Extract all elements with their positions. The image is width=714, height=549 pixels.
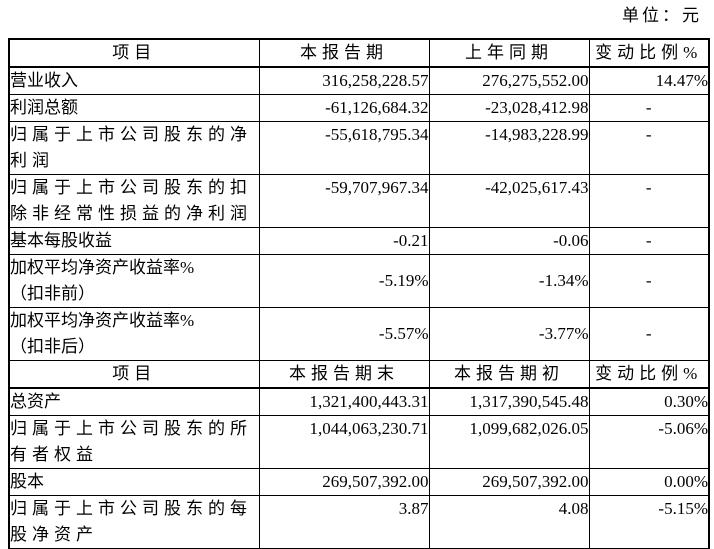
table-row-owners-equity: 归属于上市公司股东的所 有者权益 1,044,063,230.71 1,099,… xyxy=(8,415,710,469)
period-end-value: 3.87 xyxy=(258,495,430,549)
change-ratio-value: - xyxy=(588,94,710,122)
current-period-value: -61,126,684.32 xyxy=(258,94,430,122)
unit-label: 单位：元 xyxy=(622,6,702,25)
row-label: 股本 xyxy=(8,468,260,496)
current-period-value: 316,258,228.57 xyxy=(258,66,430,95)
prior-period-value: -42,025,617.43 xyxy=(428,174,590,228)
change-ratio-value: 0.30% xyxy=(588,387,710,416)
header-prior-period: 上年同期 xyxy=(428,38,590,68)
prior-period-value: -23,028,412.98 xyxy=(428,94,590,122)
table-row-total-assets: 总资产 1,321,400,443.31 1,317,390,545.48 0.… xyxy=(8,387,710,416)
row-label: 归属于上市公司股东的扣 除非经常性损益的净利润 xyxy=(8,174,260,228)
prior-period-value: 276,275,552.00 xyxy=(428,66,590,95)
table-row-net-assets-per-share: 归属于上市公司股东的每 股净资产 3.87 4.08 -5.15% xyxy=(8,495,710,549)
row-label: 归属于上市公司股东的所 有者权益 xyxy=(8,415,260,469)
period-begin-value: 1,099,682,026.05 xyxy=(428,415,590,469)
table-row-share-capital: 股本 269,507,392.00 269,507,392.00 0.00% xyxy=(8,468,710,496)
current-period-value: -59,707,967.34 xyxy=(258,174,430,228)
table-row-basic-eps: 基本每股收益 -0.21 -0.06 - xyxy=(8,227,710,255)
table-row-net-profit-excl-nonrecurring: 归属于上市公司股东的扣 除非经常性损益的净利润 -59,707,967.34 -… xyxy=(8,174,710,228)
period-begin-value: 4.08 xyxy=(428,495,590,549)
current-period-value: -5.19% xyxy=(258,254,430,308)
prior-period-value: -14,983,228.99 xyxy=(428,121,590,175)
row-label: 营业收入 xyxy=(8,66,260,95)
change-ratio-value: -5.15% xyxy=(588,495,710,549)
table-row-weighted-avg-roe-before: 加权平均净资产收益率% （扣非前） -5.19% -1.34% - xyxy=(8,254,710,308)
section2-header-row: 项目 本报告期末 本报告期初 变动比例% xyxy=(8,360,710,389)
row-label: 归属于上市公司股东的净 利润 xyxy=(8,121,260,175)
change-ratio-value: - xyxy=(588,227,710,255)
header-item: 项目 xyxy=(8,38,260,68)
header-change-ratio: 变动比例% xyxy=(588,360,710,389)
row-label: 利润总额 xyxy=(8,94,260,122)
change-ratio-value: - xyxy=(588,121,710,175)
change-ratio-value: - xyxy=(588,307,710,361)
header-change-ratio: 变动比例% xyxy=(588,38,710,68)
header-period-begin: 本报告期初 xyxy=(428,360,590,389)
table-row-operating-revenue: 营业收入 316,258,228.57 276,275,552.00 14.47… xyxy=(8,66,710,95)
header-item: 项目 xyxy=(8,360,260,389)
table-row-total-profit: 利润总额 -61,126,684.32 -23,028,412.98 - xyxy=(8,94,710,122)
prior-period-value: -3.77% xyxy=(428,307,590,361)
change-ratio-value: 14.47% xyxy=(588,66,710,95)
period-end-value: 1,321,400,443.31 xyxy=(258,387,430,416)
performance-summary-table: 项目 本报告期 上年同期 变动比例% 营业收入 316,258,228.57 2… xyxy=(8,38,710,549)
prior-period-value: -1.34% xyxy=(428,254,590,308)
table-row-weighted-avg-roe-after: 加权平均净资产收益率% （扣非后） -5.57% -3.77% - xyxy=(8,307,710,361)
period-end-value: 269,507,392.00 xyxy=(258,468,430,496)
row-label: 归属于上市公司股东的每 股净资产 xyxy=(8,495,260,549)
row-label: 加权平均净资产收益率% （扣非后） xyxy=(8,307,260,361)
period-begin-value: 269,507,392.00 xyxy=(428,468,590,496)
prior-period-value: -0.06 xyxy=(428,227,590,255)
change-ratio-value: -5.06% xyxy=(588,415,710,469)
current-period-value: -55,618,795.34 xyxy=(258,121,430,175)
current-period-value: -5.57% xyxy=(258,307,430,361)
change-ratio-value: - xyxy=(588,254,710,308)
table-row-net-profit: 归属于上市公司股东的净 利润 -55,618,795.34 -14,983,22… xyxy=(8,121,710,175)
row-label: 总资产 xyxy=(8,387,260,416)
change-ratio-value: 0.00% xyxy=(588,468,710,496)
row-label: 加权平均净资产收益率% （扣非前） xyxy=(8,254,260,308)
period-end-value: 1,044,063,230.71 xyxy=(258,415,430,469)
header-current-period: 本报告期 xyxy=(258,38,430,68)
header-period-end: 本报告期末 xyxy=(258,360,430,389)
section1-header-row: 项目 本报告期 上年同期 变动比例% xyxy=(8,38,710,68)
current-period-value: -0.21 xyxy=(258,227,430,255)
period-begin-value: 1,317,390,545.48 xyxy=(428,387,590,416)
change-ratio-value: - xyxy=(588,174,710,228)
row-label: 基本每股收益 xyxy=(8,227,260,255)
